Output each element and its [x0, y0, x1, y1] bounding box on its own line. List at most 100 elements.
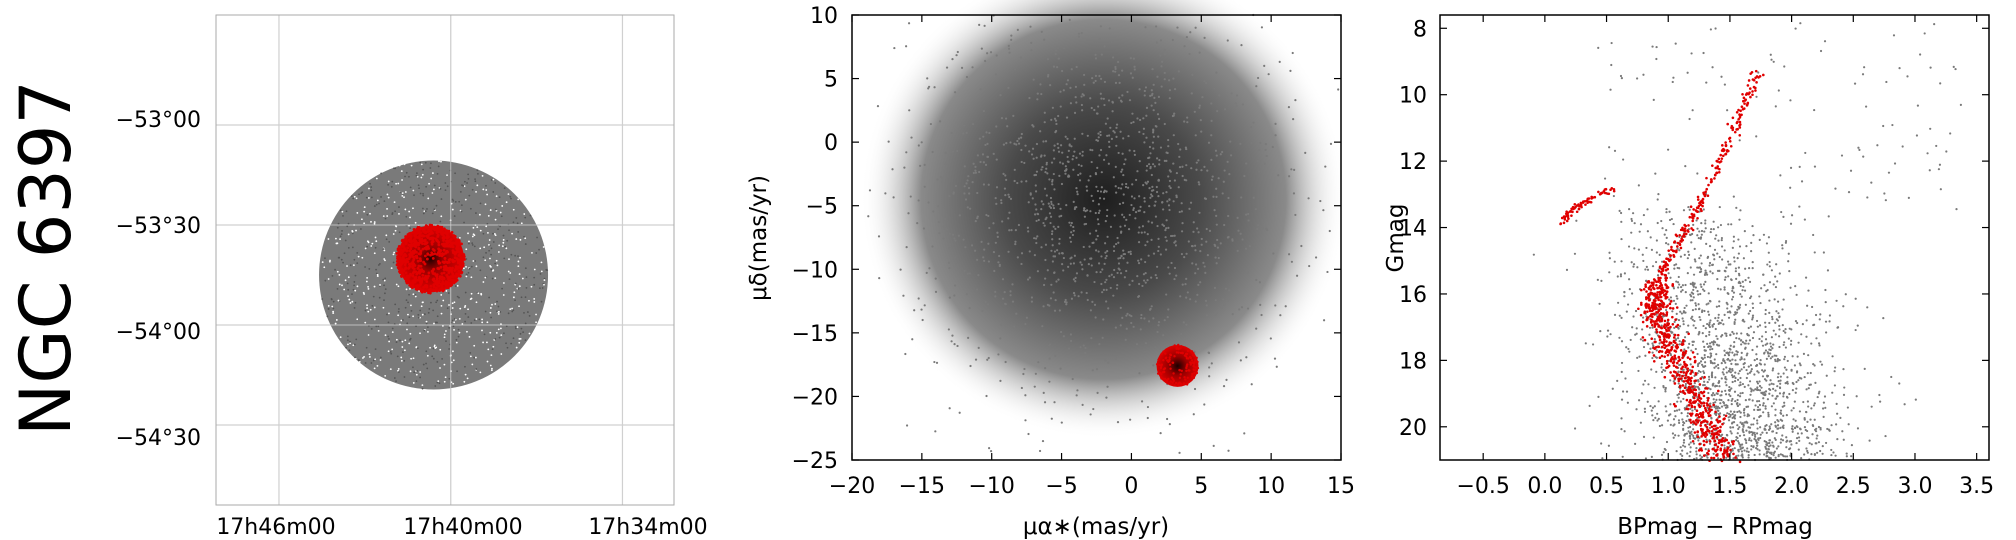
field-star-point — [1277, 174, 1280, 177]
field-star-point — [1046, 172, 1049, 175]
field-star-point — [1143, 89, 1146, 93]
cluster-member-point — [1190, 351, 1194, 354]
field-star-point — [456, 284, 459, 287]
field-star-point — [1759, 433, 1762, 436]
cluster-member-point — [447, 260, 451, 264]
field-star-point — [1689, 441, 1692, 444]
field-star-point — [1132, 120, 1135, 124]
field-star-point — [945, 231, 948, 234]
field-star-point — [1663, 369, 1667, 372]
field-star-point — [1014, 240, 1017, 243]
field-star-point — [446, 174, 448, 177]
field-star-point — [1794, 319, 1798, 323]
cluster-member-point — [1166, 359, 1169, 362]
field-star-point — [1160, 65, 1163, 68]
field-star-point — [500, 334, 503, 337]
field-star-point — [1597, 395, 1600, 398]
field-star-point — [1177, 70, 1180, 73]
field-star-point — [1772, 343, 1775, 346]
field-star-point — [1677, 370, 1680, 373]
field-star-point — [1096, 189, 1100, 193]
field-star-point — [1736, 410, 1739, 414]
cluster-member-point — [455, 278, 459, 282]
field-star-point — [490, 253, 492, 256]
field-star-point — [1089, 210, 1092, 213]
field-star-point — [479, 371, 482, 374]
field-star-point — [963, 165, 966, 168]
field-star-point — [475, 368, 478, 370]
field-star-point — [367, 287, 370, 290]
field-star-point — [1203, 36, 1206, 39]
field-star-point — [1185, 179, 1188, 182]
field-star-point — [1693, 319, 1696, 323]
field-star-point — [372, 295, 375, 298]
field-star-point — [1654, 355, 1657, 359]
field-star-point — [1650, 409, 1653, 412]
field-star-point — [1029, 193, 1032, 196]
field-star-point — [1043, 187, 1047, 190]
field-star-point — [382, 215, 385, 218]
field-star-point — [1755, 364, 1758, 368]
field-star-point — [1095, 271, 1098, 274]
field-star-point — [464, 198, 467, 201]
field-star-point — [1070, 68, 1073, 71]
field-star-point — [1740, 351, 1743, 355]
field-star-point — [440, 160, 442, 163]
field-star-point — [877, 235, 881, 238]
field-star-point — [1753, 359, 1756, 362]
field-star-point — [519, 256, 521, 259]
field-star-point — [1778, 386, 1782, 389]
field-star-point — [398, 206, 400, 208]
field-star-point — [1795, 437, 1799, 440]
field-star-point — [516, 222, 519, 225]
cluster-member-point — [400, 239, 404, 243]
field-star-point — [1664, 242, 1668, 245]
field-star-point — [1221, 192, 1224, 195]
field-star-point — [1030, 296, 1034, 299]
field-star-point — [1565, 268, 1569, 272]
field-star-point — [1813, 418, 1816, 421]
field-star-point — [1814, 313, 1818, 317]
field-star-point — [409, 332, 412, 335]
field-star-point — [497, 328, 500, 331]
cluster-member-point — [412, 239, 415, 243]
field-star-point — [1143, 317, 1146, 320]
field-star-point — [535, 321, 537, 324]
field-star-point — [1768, 383, 1771, 386]
field-star-point — [417, 316, 420, 319]
field-star-point — [1739, 284, 1742, 288]
field-star-point — [1091, 300, 1094, 303]
field-star-point — [1279, 314, 1282, 317]
field-star-point — [488, 296, 491, 299]
field-star-point — [1001, 297, 1005, 300]
field-star-point — [1721, 319, 1724, 322]
field-star-point — [1779, 411, 1782, 415]
cluster-member-point — [1193, 368, 1197, 372]
field-star-point — [341, 284, 343, 287]
field-star-point — [1094, 53, 1097, 56]
cluster-member-point — [435, 277, 439, 281]
field-star-point — [477, 172, 479, 175]
field-star-point — [1715, 405, 1718, 408]
field-star-point — [1117, 73, 1121, 77]
field-star-point — [431, 192, 434, 194]
field-star-point — [1753, 437, 1756, 441]
cluster-member-point — [432, 283, 436, 287]
field-star-point — [1738, 410, 1741, 413]
field-star-point — [1194, 244, 1197, 247]
field-star-point — [1114, 357, 1117, 360]
field-star-point — [1677, 396, 1680, 399]
field-star-point — [388, 312, 390, 315]
field-star-point — [332, 307, 335, 310]
field-star-point — [1845, 452, 1848, 455]
field-star-point — [1706, 256, 1709, 260]
field-star-point — [1055, 280, 1058, 283]
field-star-point — [1830, 448, 1833, 452]
field-star-point — [1749, 296, 1752, 300]
field-star-point — [1718, 205, 1721, 209]
proper-motion-density — [860, 0, 1347, 439]
field-star-point — [1194, 272, 1197, 275]
cluster-member-point — [1162, 358, 1165, 362]
field-star-point — [988, 131, 991, 135]
field-star-point — [1637, 248, 1641, 251]
